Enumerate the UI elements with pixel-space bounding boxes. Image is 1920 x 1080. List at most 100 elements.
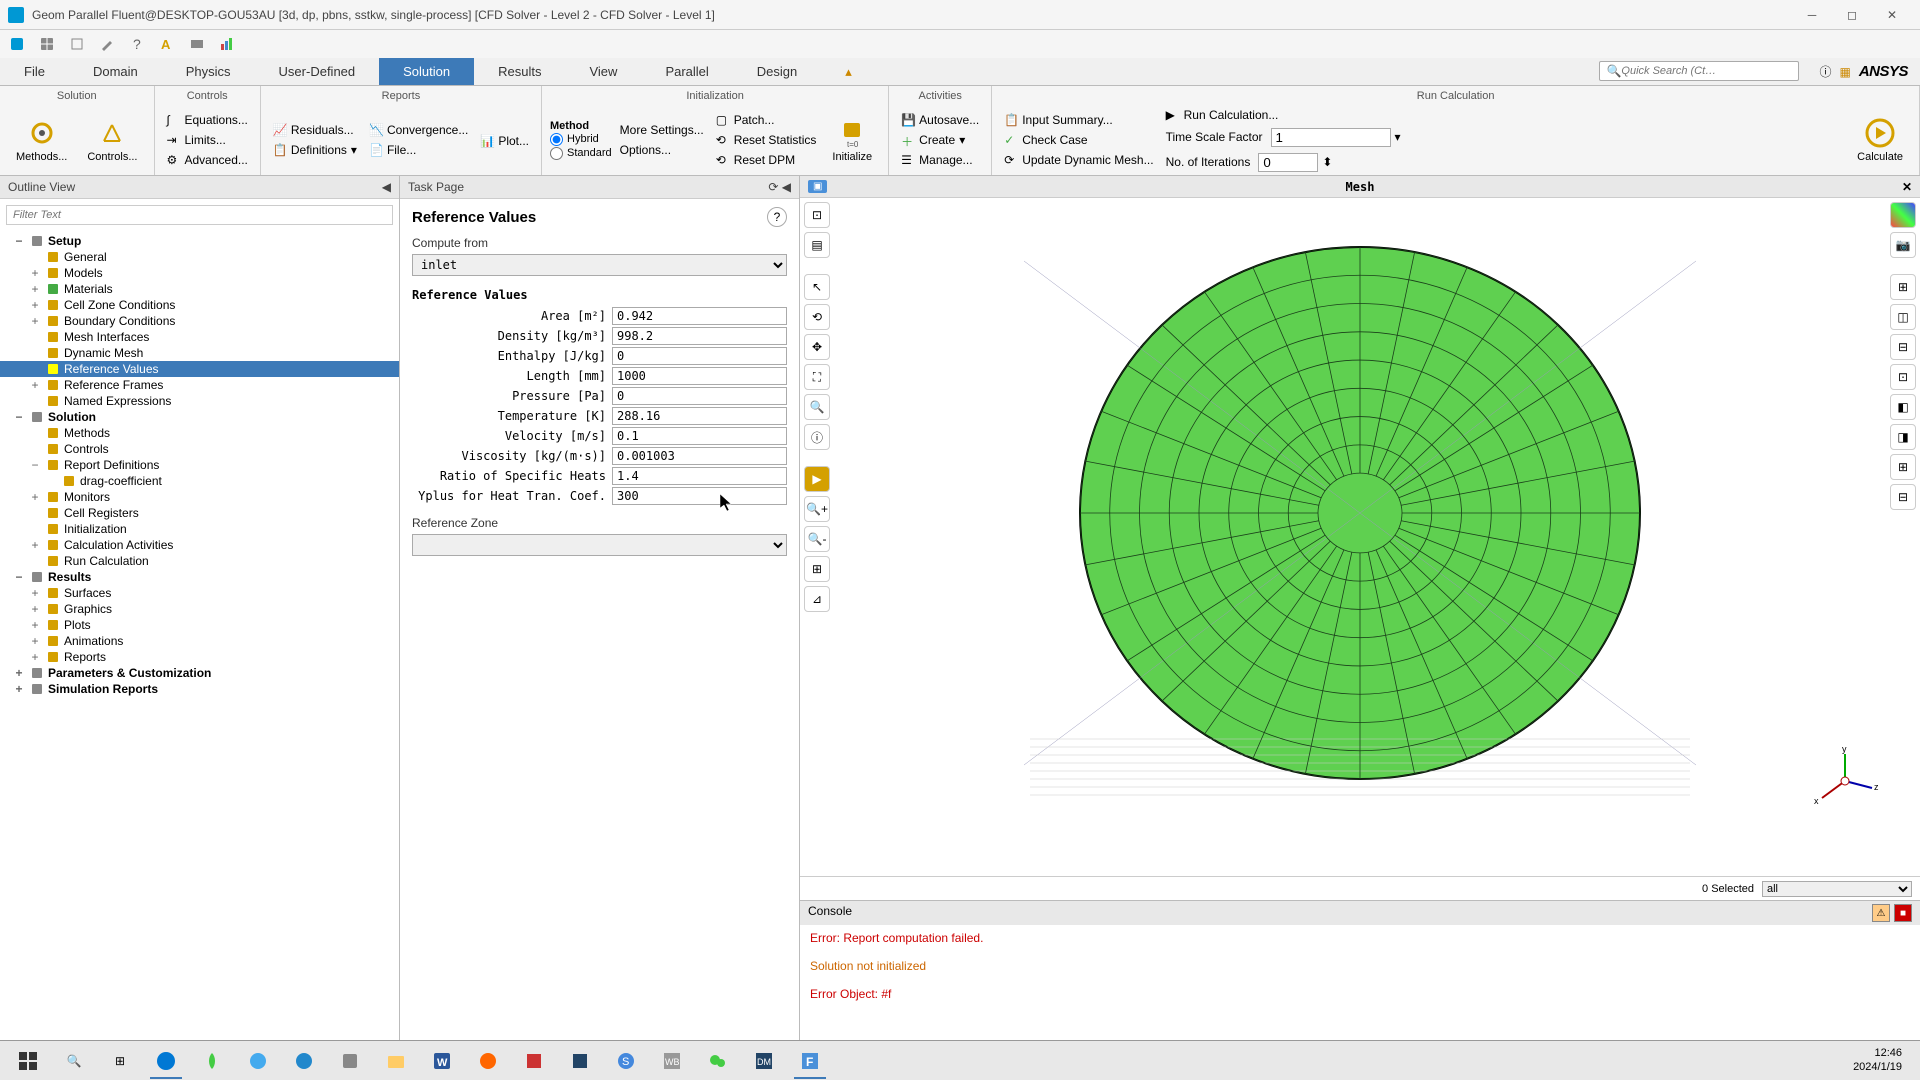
tool5-icon[interactable]: ◧	[1890, 394, 1916, 420]
reset-stats-button[interactable]: ⟲Reset Statistics	[712, 131, 821, 149]
app-orange[interactable]	[466, 1043, 510, 1079]
write-icon[interactable]	[98, 35, 116, 53]
help-button[interactable]: ?	[767, 207, 787, 227]
more-settings-button[interactable]: More Settings...	[616, 121, 708, 139]
menu-results[interactable]: Results	[474, 58, 565, 85]
menu-parallel[interactable]: Parallel	[641, 58, 732, 85]
tree-node[interactable]: +Models	[0, 265, 399, 281]
tree-node[interactable]: +Calculation Activities	[0, 537, 399, 553]
update-mesh-button[interactable]: ⟳Update Dynamic Mesh...	[1000, 151, 1157, 169]
standard-radio[interactable]: Standard	[550, 147, 612, 160]
ref-input[interactable]	[612, 347, 787, 365]
explorer-app[interactable]	[374, 1043, 418, 1079]
quick-search[interactable]: 🔍	[1599, 61, 1799, 81]
menu-user-defined[interactable]: User-Defined	[255, 58, 380, 85]
tool4-icon[interactable]: ⊡	[1890, 364, 1916, 390]
zoom-fit-icon[interactable]: ⊞	[804, 556, 830, 582]
zoom-out-icon[interactable]: 🔍-	[804, 526, 830, 552]
task-collapse-icon[interactable]: ◀	[782, 180, 791, 194]
compute-from-select[interactable]: inlet	[412, 254, 787, 276]
color-icon[interactable]	[1890, 202, 1916, 228]
app2[interactable]	[190, 1043, 234, 1079]
tree-node[interactable]: +Simulation Reports	[0, 681, 399, 697]
run-calc-button[interactable]: ▶Run Calculation...	[1162, 106, 1405, 124]
tree-node[interactable]: General	[0, 249, 399, 265]
tree-node[interactable]: +Cell Zone Conditions	[0, 297, 399, 313]
ref-input[interactable]	[612, 327, 787, 345]
rotate-icon[interactable]: ⟲	[804, 304, 830, 330]
play-icon[interactable]: ▶	[804, 466, 830, 492]
check-case-button[interactable]: ✓Check Case	[1000, 131, 1157, 149]
console-body[interactable]: Error: Report computation failed. Soluti…	[800, 925, 1920, 1040]
app-red[interactable]	[512, 1043, 556, 1079]
minimize-button[interactable]: ─	[1792, 1, 1832, 29]
ref-input[interactable]	[612, 307, 787, 325]
ref-input[interactable]	[612, 467, 787, 485]
fit-icon[interactable]: ⊡	[804, 202, 830, 228]
file-button[interactable]: 📄File...	[365, 141, 472, 159]
tool7-icon[interactable]: ⊞	[1890, 454, 1916, 480]
data-icon[interactable]	[188, 35, 206, 53]
zoom-box-icon[interactable]: ⛶	[804, 364, 830, 390]
mesh-icon[interactable]	[38, 35, 56, 53]
probe-icon[interactable]: ⓘ	[804, 424, 830, 450]
menu-file[interactable]: File	[0, 58, 69, 85]
console-stop-icon[interactable]: ■	[1894, 904, 1912, 922]
tree-node[interactable]: +Monitors	[0, 489, 399, 505]
tree-node[interactable]: Reference Values	[0, 361, 399, 377]
menu-view[interactable]: View	[565, 58, 641, 85]
hybrid-radio[interactable]: Hybrid	[550, 133, 612, 146]
taskview-button[interactable]: ⊞	[98, 1043, 142, 1079]
tree-node[interactable]: Named Expressions	[0, 393, 399, 409]
limits-button[interactable]: ⇥Limits...	[163, 131, 252, 149]
tree-node[interactable]: +Boundary Conditions	[0, 313, 399, 329]
tree-node[interactable]: Dynamic Mesh	[0, 345, 399, 361]
methods-button[interactable]: Methods...	[8, 113, 75, 167]
layers-icon[interactable]: ▤	[804, 232, 830, 258]
options-button[interactable]: Options...	[616, 141, 708, 159]
definitions-button[interactable]: 📋Definitions ▾	[269, 141, 361, 159]
wechat-app[interactable]	[696, 1043, 740, 1079]
autosave-button[interactable]: 💾Autosave...	[897, 111, 983, 129]
maximize-button[interactable]: ◻	[1832, 1, 1872, 29]
word-app[interactable]: W	[420, 1043, 464, 1079]
ref-input[interactable]	[612, 407, 787, 425]
tree-node[interactable]: −Solution	[0, 409, 399, 425]
snapshot-icon[interactable]: 📷	[1890, 232, 1916, 258]
ref-input[interactable]	[612, 487, 787, 505]
app-s[interactable]: S	[604, 1043, 648, 1079]
viewport-close-button[interactable]: ✕	[1902, 180, 1912, 194]
create-button[interactable]: ＋Create ▾	[897, 131, 983, 149]
pointer-icon[interactable]: ↖	[804, 274, 830, 300]
advanced-button[interactable]: ⚙Advanced...	[163, 151, 252, 169]
zoom-in-icon[interactable]: 🔍+	[804, 496, 830, 522]
tree-node[interactable]: Mesh Interfaces	[0, 329, 399, 345]
help-icon[interactable]: ?	[128, 35, 146, 53]
filter-input[interactable]	[6, 205, 393, 225]
equations-button[interactable]: ∫Equations...	[163, 111, 252, 129]
convergence-button[interactable]: 📉Convergence...	[365, 121, 472, 139]
edge-app[interactable]	[144, 1043, 188, 1079]
tree-node[interactable]: drag-coefficient	[0, 473, 399, 489]
tool1-icon[interactable]: ⊞	[1890, 274, 1916, 300]
input-summary-button[interactable]: 📋Input Summary...	[1000, 111, 1157, 129]
app-wb[interactable]: WB	[650, 1043, 694, 1079]
tree-node[interactable]: Controls	[0, 441, 399, 457]
taskbar-clock[interactable]: 12:46 2024/1/19	[1853, 1047, 1914, 1073]
chart-icon[interactable]	[218, 35, 236, 53]
pan-icon[interactable]: ✥	[804, 334, 830, 360]
tree-node[interactable]: +Materials	[0, 281, 399, 297]
viewport-tab-icon[interactable]: ▣	[808, 180, 827, 193]
ref-input[interactable]	[612, 427, 787, 445]
tool8-icon[interactable]: ⊟	[1890, 484, 1916, 510]
ref-zone-select[interactable]	[412, 534, 787, 556]
app5[interactable]	[328, 1043, 372, 1079]
tree-node[interactable]: Cell Registers	[0, 505, 399, 521]
info-icon[interactable]: ⓘ	[1819, 63, 1831, 80]
ref-input[interactable]	[612, 447, 787, 465]
menu-physics[interactable]: Physics	[162, 58, 255, 85]
search-input[interactable]	[1621, 65, 1792, 77]
tree-node[interactable]: Run Calculation	[0, 553, 399, 569]
time-scale-input[interactable]	[1271, 128, 1391, 147]
ansys-a-icon[interactable]: A	[158, 35, 176, 53]
